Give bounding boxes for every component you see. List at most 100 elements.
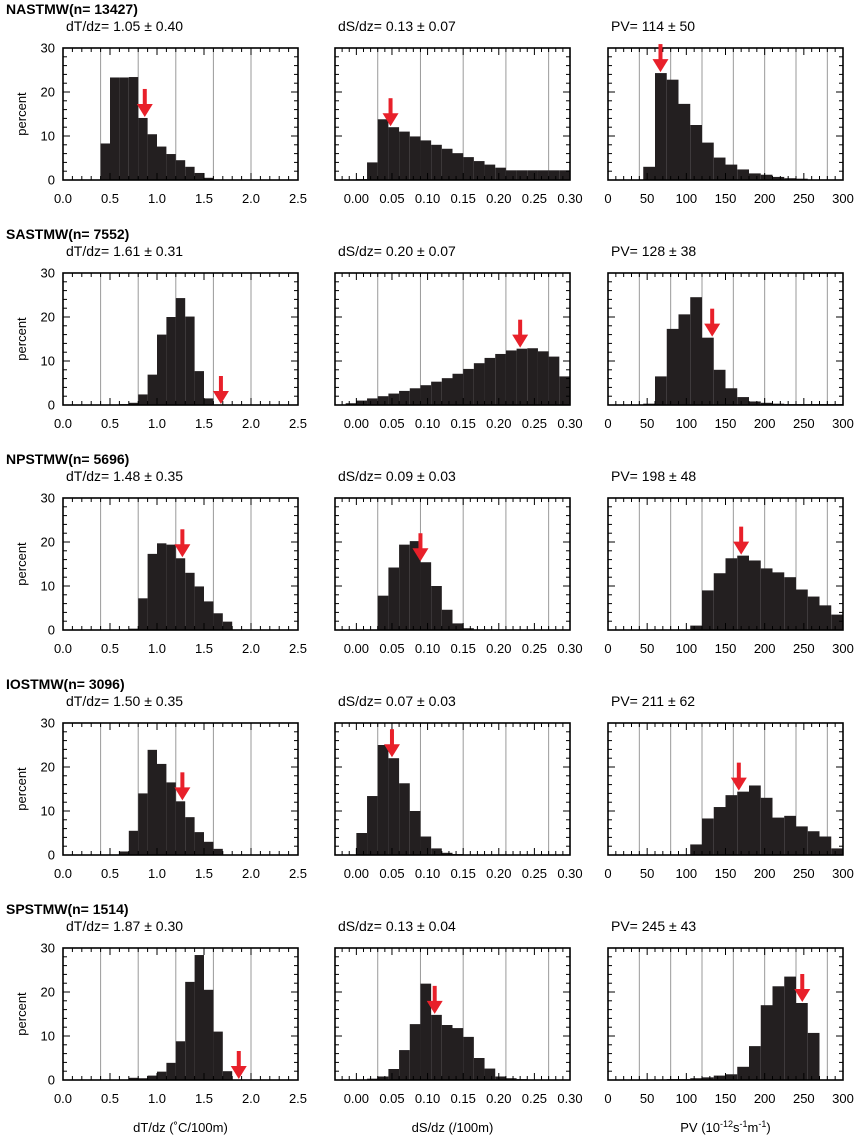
mode-arrow <box>212 376 229 404</box>
x-tick-label: 2.0 <box>242 1091 260 1106</box>
x-tick-label: 0.10 <box>415 1091 440 1106</box>
histogram-bar <box>100 143 110 180</box>
histogram-bar <box>527 348 538 405</box>
histogram-bar <box>138 1078 148 1080</box>
x-axis-label-part: -1 <box>758 1119 766 1129</box>
panel-frame <box>62 722 299 856</box>
panel-stat: dS/dz= 0.13 ± 0.07 <box>338 18 456 34</box>
panel-stat: dT/dz= 1.48 ± 0.35 <box>66 468 183 484</box>
histogram-bar <box>204 989 214 1080</box>
histogram-bar <box>388 758 400 855</box>
histogram-bar <box>702 818 714 855</box>
histogram-panel: dS/dz= 0.20 ± 0.07 0.00 0.05 0.10 0.15 0.20 0.… <box>334 243 583 431</box>
histogram-bar <box>345 403 357 405</box>
x-tick-label: 0.00 <box>344 866 369 881</box>
histogram-row: NASTMW(n= 13427) percent dT/dz= 1.05 ± 0.4… <box>6 1 854 206</box>
histogram-bar <box>367 162 378 180</box>
histogram-bar <box>194 586 204 630</box>
x-tick-label: 50 <box>640 641 654 656</box>
mode-arrow <box>426 985 443 1014</box>
panel-frame <box>62 947 299 1081</box>
x-tick-label: 0.15 <box>451 866 476 881</box>
histogram-bar <box>213 613 223 630</box>
panel-frame <box>334 47 571 181</box>
histogram-bar <box>749 173 761 180</box>
histogram-bar <box>166 782 176 855</box>
x-tick-label: 100 <box>675 641 697 656</box>
x-axis-label-part: s <box>733 1120 740 1135</box>
x-tick-label: 100 <box>675 1091 697 1106</box>
x-tick-label: 1.5 <box>195 641 213 656</box>
panel-frame <box>62 47 299 181</box>
histogram-bar <box>760 797 773 855</box>
histogram-bar <box>147 553 157 630</box>
histogram-bar <box>559 170 570 180</box>
histogram-bar <box>505 1078 517 1080</box>
histogram-bar <box>537 170 549 180</box>
histogram-bar <box>399 544 410 630</box>
panel-stat: PV= 211 ± 62 <box>611 693 695 709</box>
mode-arrow <box>136 88 153 117</box>
histogram-bar <box>166 154 176 180</box>
x-tick-label: 0.10 <box>415 416 440 431</box>
histogram-bar <box>725 388 738 405</box>
histogram-bar <box>399 783 410 855</box>
x-tick-label: 0.25 <box>522 1091 547 1106</box>
x-axis-label-part: m <box>748 1120 759 1135</box>
histogram-bar <box>760 402 773 405</box>
histogram-bar <box>356 400 368 405</box>
histogram-bar <box>222 621 233 630</box>
x-axis-label-dsdz: dS/dz (/100m) <box>412 1120 494 1135</box>
histogram-bar <box>138 598 148 630</box>
histogram-bar <box>760 568 773 630</box>
histogram-bar <box>784 815 796 855</box>
histogram-bar <box>819 605 832 630</box>
histogram-bar <box>420 983 432 1080</box>
histogram-bar <box>548 170 560 180</box>
histogram-bar <box>831 848 843 855</box>
row-title: SASTMW(n= 7552) <box>6 226 129 242</box>
histogram-bar <box>147 374 157 405</box>
histogram-panel: dT/dz= 1.87 ± 0.30 0 10 20 30 0.0 0.5 1.0 1.5 2.0… <box>41 918 308 1106</box>
y-axis-label: percent <box>14 992 29 1036</box>
x-tick-label: 0.15 <box>451 191 476 206</box>
arrow-head <box>412 548 429 562</box>
histogram-bar <box>420 562 432 630</box>
histogram-bar <box>377 119 389 180</box>
x-tick-label: 0.20 <box>486 641 511 656</box>
histogram-bar <box>772 176 785 180</box>
histogram-bar <box>388 567 400 630</box>
histogram-bar <box>749 1046 761 1080</box>
x-tick-label: 0.25 <box>522 416 547 431</box>
histogram-bar <box>796 589 808 630</box>
x-tick-label: 100 <box>675 416 697 431</box>
x-tick-label: 1.0 <box>148 191 166 206</box>
y-tick-label: 0 <box>48 623 55 638</box>
y-tick-label: 20 <box>41 85 55 100</box>
x-tick-label: 2.0 <box>242 866 260 881</box>
histogram-bar <box>441 148 453 180</box>
x-tick-label: 1.5 <box>195 866 213 881</box>
histogram-bar <box>484 357 496 405</box>
x-tick-label: 0.05 <box>379 641 404 656</box>
histogram-bar <box>690 1078 702 1080</box>
histogram-bar <box>441 852 453 855</box>
panel-frame <box>62 272 299 406</box>
histogram-bar <box>749 560 761 630</box>
histogram-bar <box>452 1028 464 1080</box>
x-tick-label: 0.20 <box>486 191 511 206</box>
x-tick-label: 0.20 <box>486 416 511 431</box>
histogram-bar <box>807 596 820 630</box>
histogram-bar <box>473 363 485 405</box>
x-tick-label: 0 <box>604 641 611 656</box>
histogram-bar <box>713 369 726 405</box>
histogram-bar <box>807 831 820 855</box>
y-tick-label: 30 <box>41 491 55 506</box>
histogram-bar <box>166 1062 176 1080</box>
x-tick-label: 0.0 <box>54 866 72 881</box>
y-tick-label: 0 <box>48 848 55 863</box>
histogram-bar <box>409 811 421 855</box>
histogram-bar <box>678 103 691 180</box>
histogram-bar <box>157 146 167 180</box>
x-tick-label: 1.0 <box>148 416 166 431</box>
